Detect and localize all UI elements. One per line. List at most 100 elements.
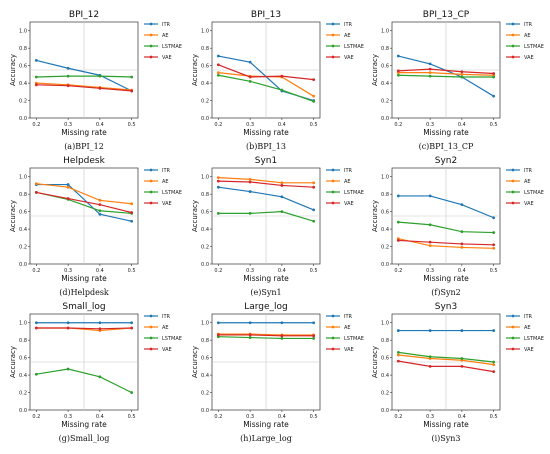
series-lstmae [396, 220, 496, 234]
y-axis-label: Accuracy [191, 346, 199, 378]
series-lstmae [396, 73, 496, 79]
y-tick-label: 0.6 [381, 209, 389, 215]
data-point [460, 75, 464, 79]
legend-marker [511, 179, 515, 183]
data-point [312, 321, 316, 325]
y-axis-label: Accuracy [191, 200, 199, 232]
plot-title: Syn2 [435, 156, 457, 166]
data-point [312, 94, 316, 98]
x-tick-label: 0.4 [278, 122, 286, 128]
data-point [492, 94, 496, 98]
x-tick-label: 0.2 [394, 268, 402, 274]
data-point [396, 329, 400, 332]
data-point [492, 72, 496, 75]
data-point [248, 60, 252, 64]
legend-marker [511, 190, 515, 194]
data-point [428, 74, 432, 78]
y-tick-label: 0.6 [381, 355, 389, 361]
y-tick-label: 1.0 [381, 175, 389, 181]
data-point [312, 208, 316, 212]
legend-label: LSTMAE [162, 44, 182, 50]
legend-label: ITR [524, 22, 533, 28]
data-point [130, 211, 134, 214]
series-line-vae [36, 191, 132, 214]
y-tick-label: 0.0 [19, 408, 27, 414]
series-line-lstmae [218, 211, 314, 222]
x-tick-label: 0.2 [214, 268, 222, 274]
series-line-ae [36, 183, 132, 205]
data-point [248, 190, 252, 193]
data-point [248, 79, 252, 83]
subplot-bpi-13-cp: BPI_13_CP 0.0 0.2 0.4 0.6 0.8 1.0 0.2 0.3 0.4 0.5 M… [371, 10, 544, 151]
legend-label: LSTMAE [344, 44, 364, 50]
y-tick-label: 1.0 [19, 321, 27, 327]
y-tick-label: 0.0 [201, 408, 209, 414]
series-lstmae [34, 367, 134, 394]
series-itr [34, 321, 134, 325]
data-point [428, 329, 432, 332]
y-tick-label: 0.8 [201, 46, 209, 52]
subplot-caption: (c)BPI_13_CP [419, 142, 474, 151]
data-point [34, 372, 38, 376]
legend-label: ITR [344, 22, 353, 28]
series-lstmae [216, 73, 316, 103]
legend-entry-lstmae: LSTMAE [144, 336, 182, 342]
x-tick-label: 0.3 [246, 268, 254, 274]
data-point [280, 88, 284, 92]
data-point [312, 181, 316, 185]
legend-entry-vae: VAE [506, 55, 534, 61]
data-point [492, 363, 496, 367]
data-point [248, 177, 252, 181]
data-point [460, 364, 464, 368]
data-point [460, 72, 464, 76]
data-point [312, 334, 316, 338]
y-tick-label: 0.4 [201, 227, 209, 233]
y-tick-label: 0.8 [19, 338, 27, 344]
data-point [280, 337, 284, 340]
legend-marker [149, 201, 153, 205]
legend-label: AE [524, 33, 531, 39]
subplot-caption: (i)Syn3 [431, 434, 460, 443]
data-point [460, 203, 464, 207]
legend-marker [149, 33, 153, 37]
data-point [130, 219, 134, 223]
series-vae [396, 239, 496, 247]
legend-label: ITR [162, 22, 171, 28]
subplot-syn2: Syn2 0.0 0.2 0.4 0.6 0.8 1.0 0.2 0.3 0.4 0.5 Missin… [371, 156, 544, 297]
series-line-ae [398, 72, 494, 76]
y-tick-label: 0.2 [201, 98, 209, 104]
y-tick-label: 0.2 [201, 390, 209, 396]
legend-label: ITR [162, 314, 171, 320]
legend-entry-itr: ITR [144, 168, 171, 174]
legend-marker [511, 168, 515, 172]
series-line-vae [36, 84, 132, 92]
data-point [312, 219, 316, 223]
x-tick-label: 0.2 [214, 122, 222, 128]
legend-entry-itr: ITR [326, 22, 353, 28]
data-point [396, 353, 400, 357]
legend-label: AE [162, 179, 169, 185]
legend-label: LSTMAE [162, 190, 182, 196]
legend-marker [511, 33, 515, 37]
legend-entry-lstmae: LSTMAE [506, 190, 544, 196]
data-point [98, 198, 102, 202]
y-tick-label: 0.0 [19, 262, 27, 268]
series-lstmae [216, 210, 316, 223]
y-tick-label: 0.2 [381, 244, 389, 250]
x-tick-label: 0.2 [32, 122, 40, 128]
x-axis-label: Missing rate [243, 420, 289, 429]
legend-label: ITR [162, 168, 171, 174]
legend-entry-lstmae: LSTMAE [506, 336, 544, 342]
data-point [216, 185, 220, 189]
legend-marker [331, 22, 335, 26]
legend-marker [331, 179, 335, 183]
plot-title: Helpdesk [63, 156, 105, 166]
legend-marker [149, 325, 153, 329]
data-point [492, 370, 496, 373]
series-line-vae [398, 239, 494, 246]
series-line-vae [398, 68, 494, 75]
series-vae [34, 83, 134, 93]
legend-entry-vae: VAE [144, 55, 172, 61]
y-tick-label: 1.0 [381, 321, 389, 327]
y-tick-label: 0.8 [381, 192, 389, 198]
